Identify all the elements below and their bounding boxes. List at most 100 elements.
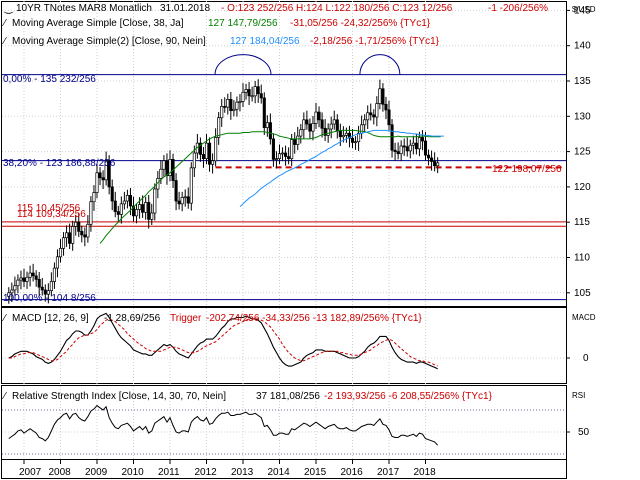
candle-body <box>384 103 388 111</box>
candle-body <box>402 145 406 148</box>
top-arc-2012 <box>214 54 272 75</box>
candle-body <box>338 130 342 138</box>
candle-body <box>329 123 333 130</box>
xtick-label: 2010 <box>122 467 145 478</box>
candle-body <box>268 122 272 140</box>
candle-body <box>10 289 14 294</box>
xtick-label: 2008 <box>49 467 72 478</box>
candle-body <box>274 158 279 161</box>
ma1-value: 127 147,79/256 <box>208 18 278 29</box>
y-axis-labels: 105 110 115 120 125 130 135 140 145 0 50 <box>566 5 591 438</box>
candle-body <box>131 205 136 217</box>
candle-body <box>305 119 309 125</box>
candle-body <box>116 211 120 215</box>
candle-body <box>320 119 324 129</box>
main-date: 31.01.2018 <box>160 3 210 14</box>
candle-body <box>150 212 154 220</box>
candle-body <box>89 201 93 225</box>
candle-body <box>122 200 126 205</box>
candle-body <box>311 123 315 132</box>
candle-body <box>217 117 221 138</box>
candle-body <box>98 172 102 179</box>
candle-body <box>430 157 434 162</box>
xtick-label: 2011 <box>158 467 180 478</box>
xtick-label: 2012 <box>195 467 218 478</box>
horizontal-levels <box>2 74 566 301</box>
macd-trigger-label: Trigger <box>170 313 202 324</box>
candle-body <box>37 279 41 288</box>
macd-label: MACD [12, 26, 9] <box>12 313 89 324</box>
macd-icon: ⁄ <box>1 313 7 324</box>
candle-body <box>74 221 78 227</box>
unit-main: $/USD <box>572 5 596 14</box>
candle-body <box>235 101 239 110</box>
xtick-label: 2014 <box>268 467 291 478</box>
rsi-line <box>8 404 439 446</box>
candle-body <box>399 145 403 155</box>
candle-body <box>214 137 218 162</box>
candle-body <box>244 89 248 93</box>
candle-body <box>366 112 370 121</box>
rsi-value: 37 181,08/256 <box>256 391 320 402</box>
candle-body <box>77 221 81 232</box>
candle-body <box>381 88 385 105</box>
candle-body <box>19 277 23 281</box>
candle-body <box>46 290 50 295</box>
top-arcs <box>214 54 401 75</box>
macd-trigger-value: -202,74/256 -34,33/256 -13 182,89/256% {… <box>206 313 422 324</box>
candle-body <box>420 137 425 142</box>
candle-body <box>162 160 166 170</box>
top-arc-2016 <box>359 54 401 75</box>
xaxis-frame <box>1 459 567 479</box>
candle-body <box>204 142 209 160</box>
moving-averages <box>99 129 444 244</box>
candle-body <box>128 195 133 207</box>
candle-body <box>207 142 212 165</box>
candle-body <box>341 135 345 138</box>
ma2-label: Moving Average Simple(2) [Close, 90, Nei… <box>12 36 206 47</box>
candle-body <box>363 119 367 126</box>
candle-body <box>241 91 245 102</box>
xtick-label: 2009 <box>85 467 108 478</box>
candle-body <box>335 119 339 132</box>
candle-body <box>183 196 187 199</box>
ma2-value: 127 184,04/256 <box>230 36 300 47</box>
candle-body <box>61 237 66 249</box>
candle-body <box>7 292 11 297</box>
r2-label: 114 109,34/256 <box>17 209 86 220</box>
candle-body <box>256 86 260 95</box>
ma2-icon: ⁄ <box>1 36 7 47</box>
candle-body <box>43 289 47 295</box>
candle-body <box>357 132 361 143</box>
candle-body <box>332 119 336 125</box>
candle-body <box>177 200 181 205</box>
candle-body <box>52 267 56 282</box>
ma90-line <box>239 129 444 208</box>
candle-body <box>390 124 394 151</box>
candle-body <box>265 122 269 128</box>
candle-body <box>350 137 355 143</box>
candle-body <box>125 195 129 202</box>
candle-body <box>16 279 20 287</box>
candle-body <box>25 276 29 282</box>
candle-body <box>71 226 75 244</box>
ytick-label-main: 130 <box>574 111 591 122</box>
fib100-label: 100,00% - 104 8/256 <box>3 293 96 304</box>
candle-body <box>68 232 72 244</box>
candle-body <box>92 192 96 203</box>
candle-body <box>326 128 330 136</box>
candle-body <box>375 103 379 118</box>
ytick-label-main: 105 <box>574 288 591 299</box>
candle-body <box>393 149 397 152</box>
unit-macd: MACD <box>572 313 596 322</box>
candle-body <box>423 140 428 156</box>
candle-body <box>22 277 26 282</box>
macd-line <box>8 312 438 370</box>
xtick-label: 2015 <box>304 467 327 478</box>
main-panel-frame <box>1 1 567 307</box>
candle-body <box>299 129 303 137</box>
candle-body <box>372 114 376 118</box>
candle-body <box>159 168 163 179</box>
candle-body <box>277 153 282 160</box>
